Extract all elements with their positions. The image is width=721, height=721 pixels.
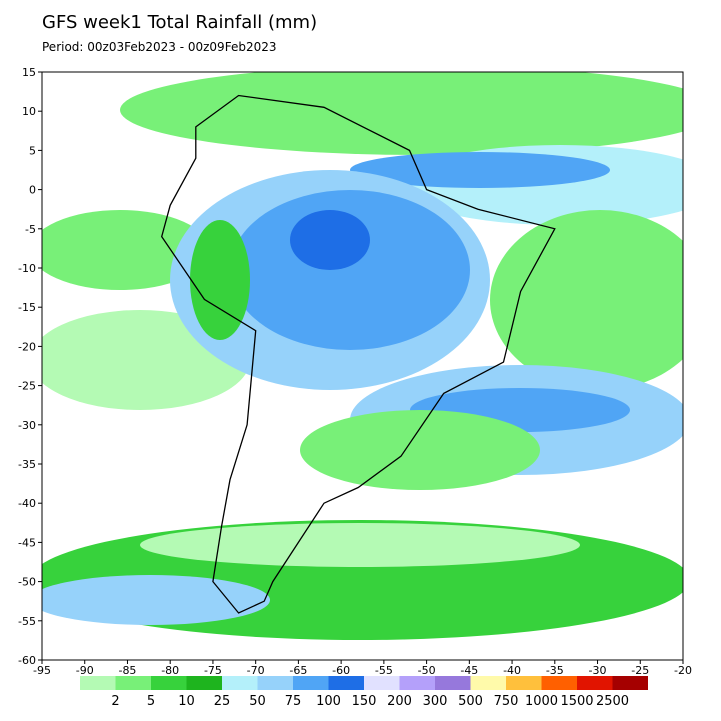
y-tick-label: -20	[18, 340, 36, 353]
y-tick-label: -40	[18, 497, 36, 510]
colorbar-label: 200	[387, 694, 412, 709]
x-tick-label: -35	[546, 664, 564, 677]
y-tick-label: 10	[22, 105, 36, 118]
colorbar-label: 300	[423, 694, 448, 709]
y-tick-label: 5	[29, 144, 36, 157]
colorbar-label: 50	[249, 694, 266, 709]
x-tick-label: -45	[460, 664, 478, 677]
x-tick-label: -25	[631, 664, 649, 677]
colorbar-swatch	[186, 676, 222, 690]
colorbar-swatch	[222, 676, 258, 690]
colorbar-swatch	[115, 676, 151, 690]
colorbar-label: 1500	[560, 694, 593, 709]
colorbar-label: 150	[352, 694, 377, 709]
x-tick-label: -60	[332, 664, 350, 677]
x-tick-label: -30	[589, 664, 607, 677]
colorbar-swatch	[151, 676, 187, 690]
colorbar-label: 75	[285, 694, 302, 709]
y-tick-label: -35	[18, 458, 36, 471]
x-tick-label: -85	[118, 664, 136, 677]
colorbar-swatch	[435, 676, 471, 690]
colorbar-label: 25	[214, 694, 231, 709]
y-tick-label: -10	[18, 262, 36, 275]
colorbar-label: 2	[111, 694, 119, 709]
y-tick-label: -15	[18, 301, 36, 314]
colorbar-swatch	[364, 676, 400, 690]
colorbar-label: 500	[458, 694, 483, 709]
y-tick-label: 0	[29, 184, 36, 197]
colorbar-swatch	[612, 676, 648, 690]
x-tick-label: -55	[375, 664, 393, 677]
map-frame	[41, 71, 684, 661]
x-tick-label: -50	[418, 664, 436, 677]
colorbar-label: 2500	[596, 694, 629, 709]
x-tick-label: -95	[33, 664, 51, 677]
colorbar-swatch	[577, 676, 613, 690]
y-tick-label: -30	[18, 419, 36, 432]
x-tick-label: -40	[503, 664, 521, 677]
colorbar-swatch	[541, 676, 577, 690]
x-tick-label: -70	[247, 664, 265, 677]
y-tick-label: -25	[18, 380, 36, 393]
x-tick-label: -90	[76, 664, 94, 677]
x-tick-label: -20	[674, 664, 692, 677]
title: GFS week1 Total Rainfall (mm)	[42, 12, 317, 33]
colorbar-swatch	[506, 676, 542, 690]
y-tick-label: -5	[25, 223, 36, 236]
colorbar-label: 1000	[525, 694, 558, 709]
colorbar-swatch	[470, 676, 506, 690]
y-tick-label: 15	[22, 66, 36, 79]
colorbar-label: 5	[147, 694, 155, 709]
y-tick-label: -60	[18, 654, 36, 667]
y-tick-label: -50	[18, 576, 36, 589]
colorbar-label: 750	[494, 694, 519, 709]
colorbar-swatch	[80, 676, 116, 690]
y-tick-label: -45	[18, 536, 36, 549]
x-tick-label: -75	[204, 664, 222, 677]
colorbar-label: 100	[316, 694, 341, 709]
colorbar-swatch	[293, 676, 329, 690]
subtitle: Period: 00z03Feb2023 - 00z09Feb2023	[42, 40, 276, 54]
colorbar-swatch	[399, 676, 435, 690]
y-tick-label: -55	[18, 615, 36, 628]
colorbar-label: 10	[178, 694, 195, 709]
colorbar-swatch	[257, 676, 293, 690]
x-tick-label: -80	[161, 664, 179, 677]
colorbar-swatch	[328, 676, 364, 690]
x-tick-label: -65	[289, 664, 307, 677]
rain-field	[42, 72, 683, 660]
